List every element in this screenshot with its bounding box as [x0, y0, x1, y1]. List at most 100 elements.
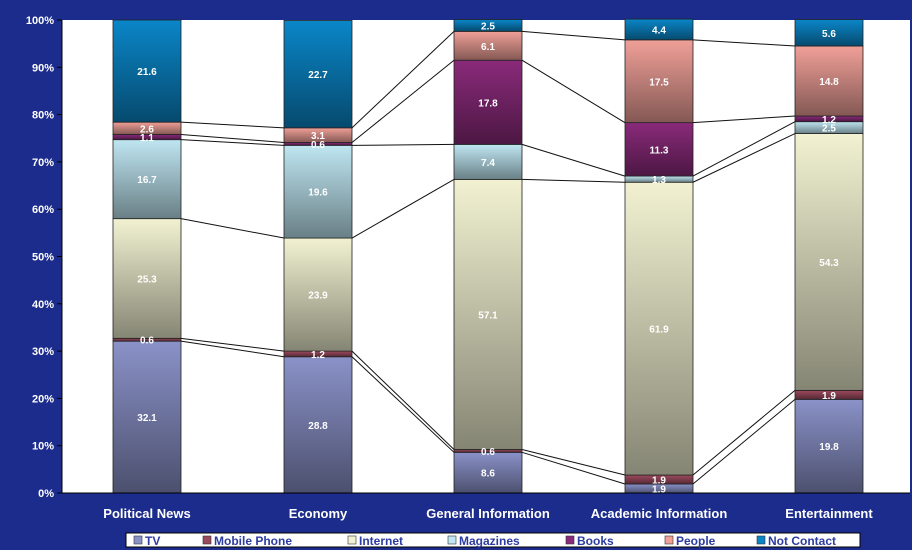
series-line-magazines-2 — [521, 143, 626, 177]
series-line-books-0 — [180, 133, 285, 144]
bar-academic-information-books — [624, 122, 694, 177]
data-label-general-information-mobile-phone: 0.6 — [481, 447, 495, 458]
series-line-internet-1 — [351, 178, 455, 239]
x-tick-label-academic-information: Academic Information — [591, 506, 728, 521]
bar-general-information-not-contact — [453, 19, 523, 32]
data-labels: 32.1 0.6 25.3 16.7 1.12.6 21.6 28.8 1.2 23.9 19.6… — [137, 21, 839, 495]
legend-label-books: Books — [577, 534, 614, 548]
data-label-academic-information-tv: 1.9 — [652, 485, 666, 496]
legend-label-magazines: Magazines — [459, 534, 520, 548]
bar-entertainment-people — [794, 45, 864, 117]
series-line-mobile-phone-1 — [351, 350, 455, 450]
legend: TV Mobile Phone Internet Magazines Books Peop… — [125, 532, 861, 548]
y-tick-label: 70% — [32, 157, 54, 169]
series-line-magazines-1 — [351, 143, 455, 146]
data-label-political-news-people: 2.6 — [140, 124, 154, 135]
y-tick-label: 30% — [32, 346, 54, 358]
legend-swatch-books — [565, 535, 575, 545]
data-label-entertainment-mobile-phone: 1.9 — [822, 391, 836, 402]
legend-swatch-tv — [133, 535, 143, 545]
data-label-general-information-internet: 57.1 — [478, 310, 498, 321]
series-line-internet-3 — [692, 133, 796, 183]
bar-entertainment-internet — [794, 133, 864, 391]
data-label-entertainment-books: 1.2 — [822, 115, 836, 126]
series-line-internet-2 — [521, 178, 626, 183]
bar-group — [112, 18, 864, 494]
y-tick-label: 90% — [32, 62, 54, 74]
data-label-economy-not-contact: 22.7 — [308, 70, 328, 81]
bar-political-news-not-contact — [112, 19, 182, 123]
data-label-political-news-magazines: 16.7 — [137, 175, 157, 186]
bar-entertainment-not-contact — [794, 19, 864, 47]
data-label-academic-information-books: 11.3 — [650, 145, 669, 156]
bar-academic-information-people — [624, 39, 694, 124]
legend-label-tv: TV — [145, 534, 160, 548]
y-tick-label: 80% — [32, 110, 54, 122]
bar-general-information-tv — [453, 451, 523, 494]
legend-box — [125, 532, 861, 548]
series-line-people-1 — [351, 30, 455, 129]
series-line-books-1 — [351, 59, 455, 143]
x-tick-label-economy: Economy — [289, 506, 348, 521]
data-label-entertainment-internet: 54.3 — [819, 258, 839, 269]
legend-label-people: People — [676, 534, 716, 548]
y-tick-label: 40% — [32, 299, 54, 311]
bar-general-information-magazines — [453, 143, 523, 180]
data-label-economy-mobile-phone: 1.2 — [311, 350, 325, 361]
bar-academic-information-internet — [624, 181, 694, 476]
y-tick-label: 60% — [32, 204, 54, 216]
data-label-general-information-magazines: 7.4 — [481, 158, 495, 169]
data-label-entertainment-magazines: 2.5 — [822, 124, 836, 135]
data-label-economy-magazines: 19.6 — [308, 188, 328, 199]
y-tick-label: 100% — [26, 15, 54, 27]
x-tick-label-political-news: Political News — [103, 506, 190, 521]
series-line-magazines-0 — [180, 139, 285, 146]
data-label-academic-information-not-contact: 4.4 — [652, 26, 666, 37]
series-line-tv-0 — [180, 340, 285, 358]
y-tick-label: 20% — [32, 393, 54, 405]
legend-swatch-internet — [347, 535, 357, 545]
bar-entertainment-tv — [794, 398, 864, 494]
legend-label-mobile-phone: Mobile Phone — [214, 534, 292, 548]
data-label-economy-books: 0.6 — [311, 140, 325, 151]
bar-political-news-internet — [112, 218, 182, 339]
data-label-academic-information-magazines: 1.3 — [652, 175, 666, 186]
y-tick-label: 50% — [32, 252, 54, 264]
bar-general-information-people — [453, 30, 523, 61]
bar-economy-not-contact — [283, 20, 353, 129]
bar-academic-information-not-contact — [624, 18, 694, 41]
series-lines — [180, 30, 796, 485]
data-label-general-information-not-contact: 2.5 — [481, 21, 495, 32]
data-label-academic-information-people: 17.5 — [649, 77, 669, 88]
series-line-tv-1 — [351, 356, 455, 453]
series-line-internet-0 — [180, 218, 285, 239]
bar-economy-magazines — [283, 144, 353, 239]
legend-label-not-contact: Not Contact — [768, 534, 836, 548]
data-label-political-news-tv: 32.1 — [137, 413, 157, 424]
data-label-economy-tv: 28.8 — [308, 421, 328, 432]
data-label-general-information-books: 17.8 — [478, 98, 498, 109]
data-label-entertainment-people: 14.8 — [819, 77, 839, 88]
data-label-academic-information-mobile-phone: 1.9 — [652, 476, 666, 487]
legend-label-internet: Internet — [359, 534, 403, 548]
bar-political-news-tv — [112, 340, 182, 494]
data-label-entertainment-tv: 19.8 — [819, 442, 839, 453]
series-line-people-0 — [180, 121, 285, 129]
data-label-political-news-internet: 25.3 — [137, 275, 157, 286]
legend-swatch-magazines — [447, 535, 457, 545]
series-line-tv-2 — [521, 451, 626, 485]
series-line-mobile-phone-2 — [521, 448, 626, 476]
series-line-mobile-phone-3 — [692, 389, 796, 476]
x-tick-label-entertainment: Entertainment — [785, 506, 873, 521]
series-line-people-2 — [521, 30, 626, 41]
legend-swatch-people — [664, 535, 674, 545]
data-label-academic-information-internet: 61.9 — [649, 325, 669, 336]
x-tick-label-general-information: General Information — [426, 506, 550, 521]
data-label-political-news-not-contact: 21.6 — [137, 67, 157, 78]
series-line-books-2 — [521, 59, 626, 124]
data-label-economy-internet: 23.9 — [308, 291, 328, 302]
legend-swatch-mobile-phone — [202, 535, 212, 545]
series-line-people-3 — [692, 39, 796, 47]
data-label-entertainment-not-contact: 5.6 — [822, 29, 836, 40]
